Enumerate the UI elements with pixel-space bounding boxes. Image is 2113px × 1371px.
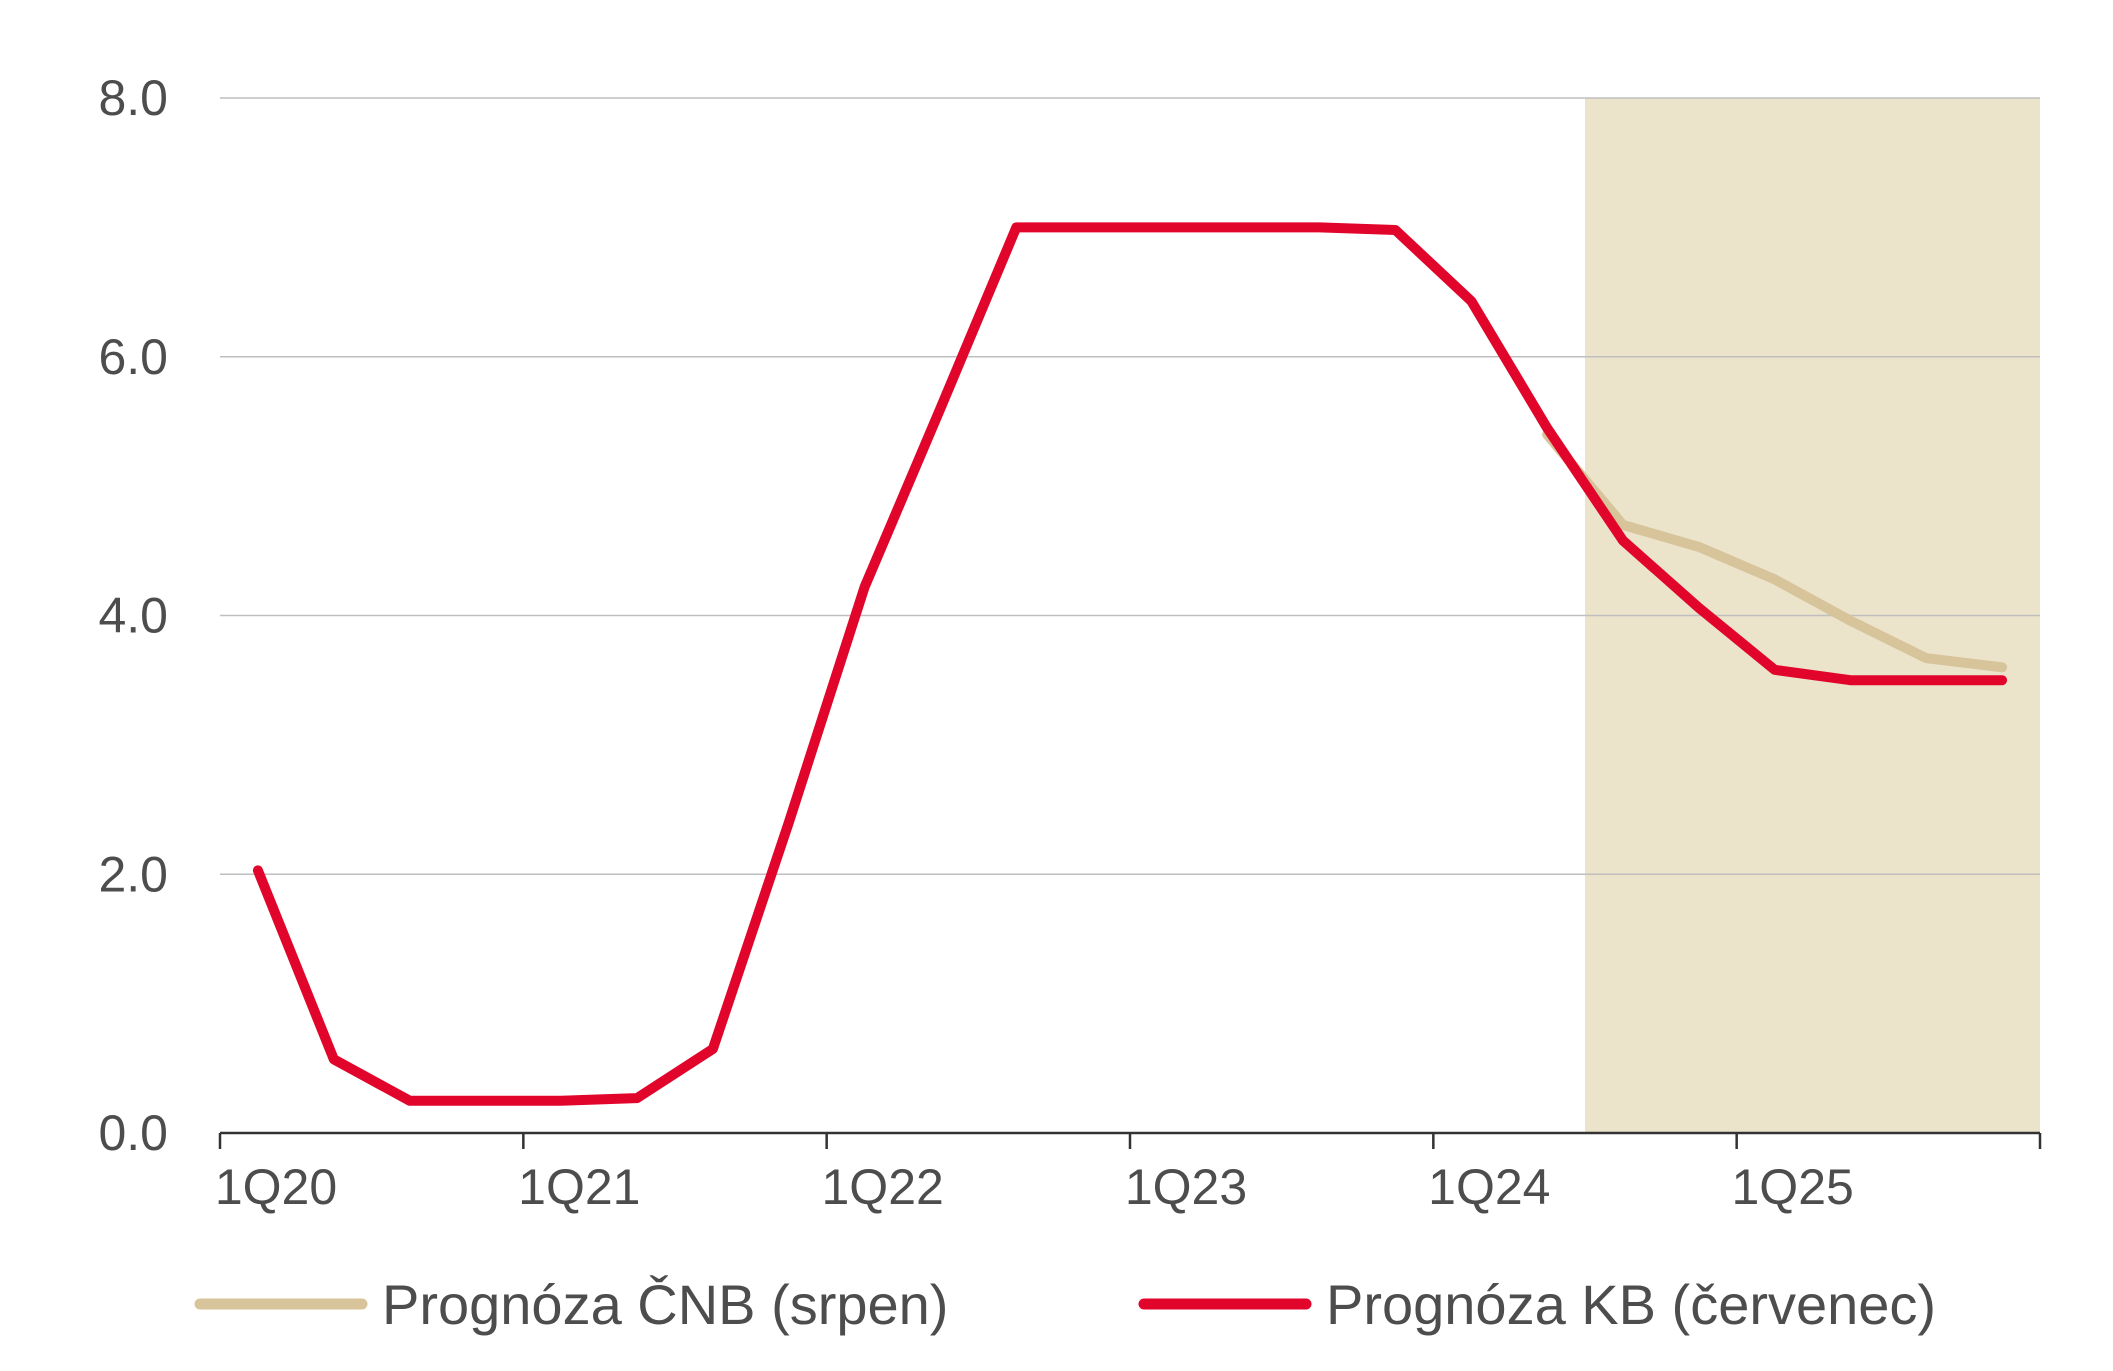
legend-label: Prognóza KB (červenec) [1326,1273,1936,1336]
y-tick-label: 8.0 [98,70,168,126]
gridlines [220,97,2040,875]
series-lines [252,222,2008,1106]
x-tick-label: 1Q20 [215,1159,337,1215]
axes: 0.0 2.0 4.0 6.0 8.0 1Q20 1Q21 1Q22 1Q23 1Q24 1Q25 [98,70,2042,1215]
y-tick-label: 6.0 [98,329,168,385]
series-line-kb [252,222,2008,1106]
legend-label: Prognóza ČNB (srpen) [382,1273,948,1336]
y-tick-label: 4.0 [98,588,168,644]
x-tick-label: 1Q25 [1732,1159,1854,1215]
y-tick-label: 2.0 [98,846,168,902]
x-tick-label: 1Q23 [1125,1159,1247,1215]
x-tick-label: 1Q21 [518,1159,640,1215]
x-tick-label: 1Q22 [822,1159,944,1215]
series-line-cnb [1542,429,2008,673]
legend: Prognóza ČNB (srpen) Prognóza KB (červene… [194,1273,1936,1336]
y-tick-label: 0.0 [98,1105,168,1161]
x-tick-label: 1Q24 [1428,1159,1550,1215]
